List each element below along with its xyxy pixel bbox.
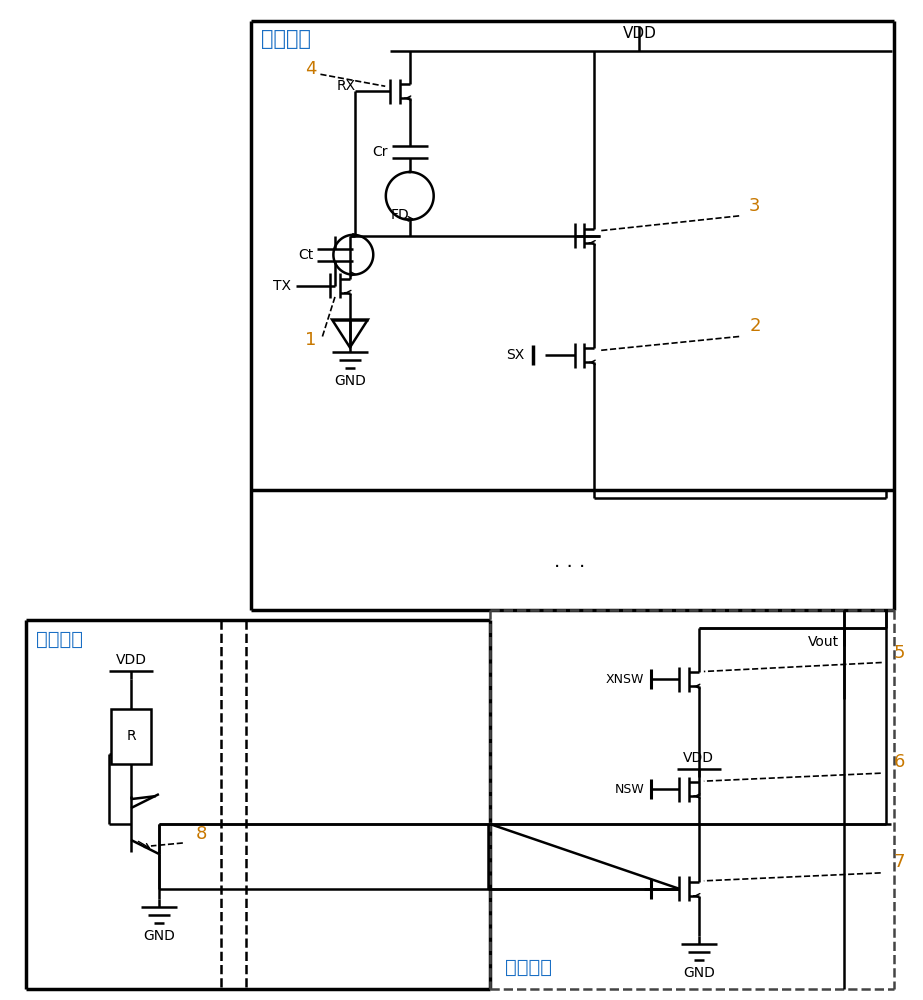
Text: XNSW: XNSW bbox=[606, 673, 644, 686]
Text: 5: 5 bbox=[893, 644, 905, 662]
Text: 2: 2 bbox=[749, 317, 761, 335]
Text: 4: 4 bbox=[305, 60, 317, 78]
Text: VDD: VDD bbox=[683, 751, 714, 765]
Text: Cr: Cr bbox=[372, 145, 388, 159]
Bar bbox=[111, 709, 151, 764]
Text: . . .: . . . bbox=[554, 552, 585, 571]
Text: GND: GND bbox=[683, 966, 714, 980]
Text: GND: GND bbox=[143, 929, 174, 943]
Text: R: R bbox=[126, 729, 136, 743]
Text: Vout: Vout bbox=[808, 635, 839, 649]
Text: 1: 1 bbox=[305, 331, 317, 349]
Text: 8: 8 bbox=[196, 825, 207, 843]
Text: VDD: VDD bbox=[115, 653, 147, 667]
Text: VDD: VDD bbox=[622, 26, 656, 41]
Text: 6: 6 bbox=[893, 753, 905, 771]
Text: TX: TX bbox=[272, 279, 291, 293]
Text: 负载单元: 负载单元 bbox=[505, 958, 552, 977]
Text: FD: FD bbox=[390, 208, 410, 222]
Text: NSW: NSW bbox=[615, 783, 644, 796]
Text: Ct: Ct bbox=[298, 248, 314, 262]
Text: 像素结构: 像素结构 bbox=[260, 29, 311, 49]
Text: RX: RX bbox=[336, 79, 355, 93]
Text: SX: SX bbox=[507, 348, 525, 362]
Text: GND: GND bbox=[334, 374, 366, 388]
Text: 驱动单元: 驱动单元 bbox=[36, 630, 83, 649]
Text: 7: 7 bbox=[893, 853, 905, 871]
Text: 3: 3 bbox=[749, 197, 761, 215]
